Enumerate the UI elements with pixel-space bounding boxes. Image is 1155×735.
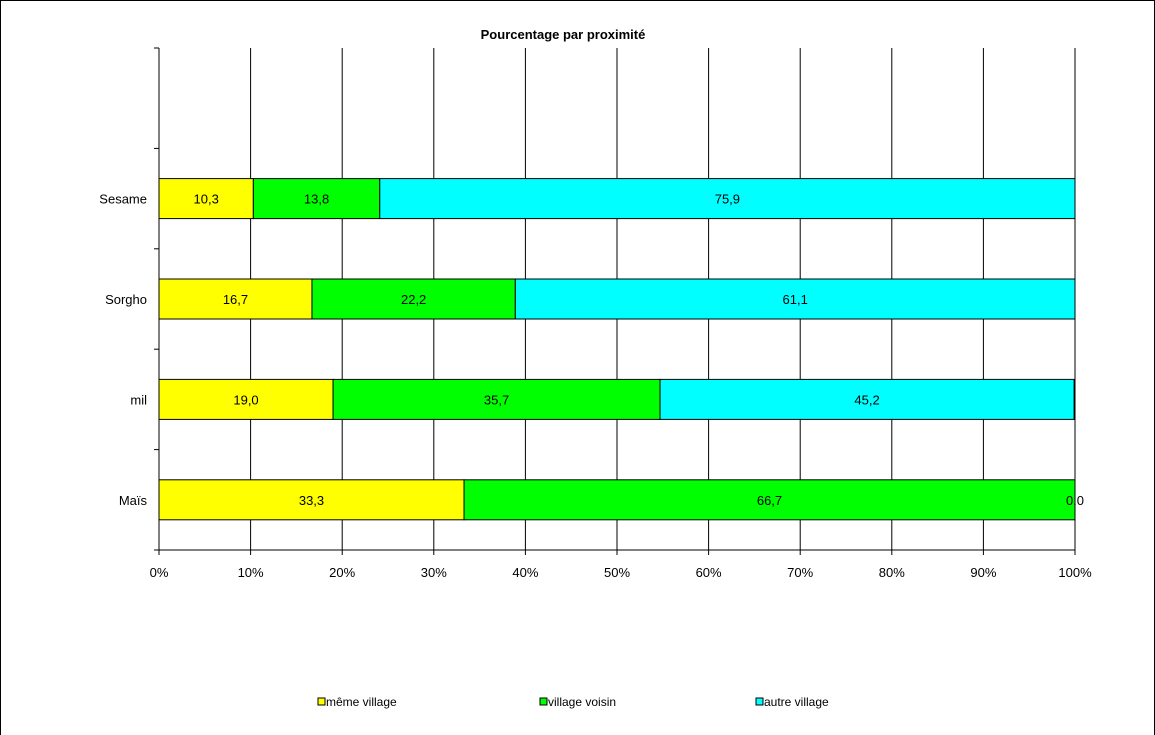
- data-label: 45,2: [854, 392, 879, 407]
- bar-segment: [311, 278, 516, 320]
- data-label: 33,3: [299, 493, 324, 508]
- legend-swatch: [317, 697, 326, 706]
- x-tick-label: 50%: [604, 565, 630, 580]
- category-label: Sorgho: [105, 292, 147, 307]
- chart-title: Pourcentage par proximité: [481, 27, 646, 42]
- data-label: 66,7: [757, 493, 782, 508]
- category-label: mil: [130, 392, 147, 407]
- x-tick-label: 80%: [879, 565, 905, 580]
- bar-segment: [252, 178, 381, 220]
- bar-segment: [659, 378, 1075, 420]
- x-tick-label: 70%: [787, 565, 813, 580]
- data-label: 19,0: [233, 392, 258, 407]
- bar-segment: [379, 178, 1076, 220]
- data-label: 75,9: [715, 192, 740, 207]
- data-label: 22,2: [401, 292, 426, 307]
- x-tick-label: 100%: [1058, 565, 1092, 580]
- data-label: 61,1: [783, 292, 808, 307]
- bar-segment: [463, 479, 1076, 521]
- data-label: 10,3: [194, 192, 219, 207]
- x-tick-label: 10%: [238, 565, 264, 580]
- x-tick-label: 20%: [329, 565, 355, 580]
- x-tick-label: 90%: [970, 565, 996, 580]
- x-tick-label: 60%: [696, 565, 722, 580]
- category-label: Sesame: [99, 192, 147, 207]
- bar-segment: [158, 278, 313, 320]
- legend-label: même village: [326, 695, 397, 709]
- legend-swatch: [539, 697, 548, 706]
- bar-segment: [514, 278, 1076, 320]
- bar-segment: [158, 178, 254, 220]
- category-label: Maïs: [119, 493, 148, 508]
- data-label: 13,8: [304, 192, 329, 207]
- bar-segment: [158, 378, 334, 420]
- legend-label: village voisin: [548, 695, 616, 709]
- legend-swatch: [755, 697, 764, 706]
- data-label: 0,0: [1066, 493, 1084, 508]
- x-tick-label: 40%: [512, 565, 538, 580]
- x-tick-label: 30%: [421, 565, 447, 580]
- legend-label: autre village: [764, 695, 829, 709]
- data-label: 35,7: [484, 392, 509, 407]
- x-tick-label: 0%: [150, 565, 169, 580]
- data-label: 16,7: [223, 292, 248, 307]
